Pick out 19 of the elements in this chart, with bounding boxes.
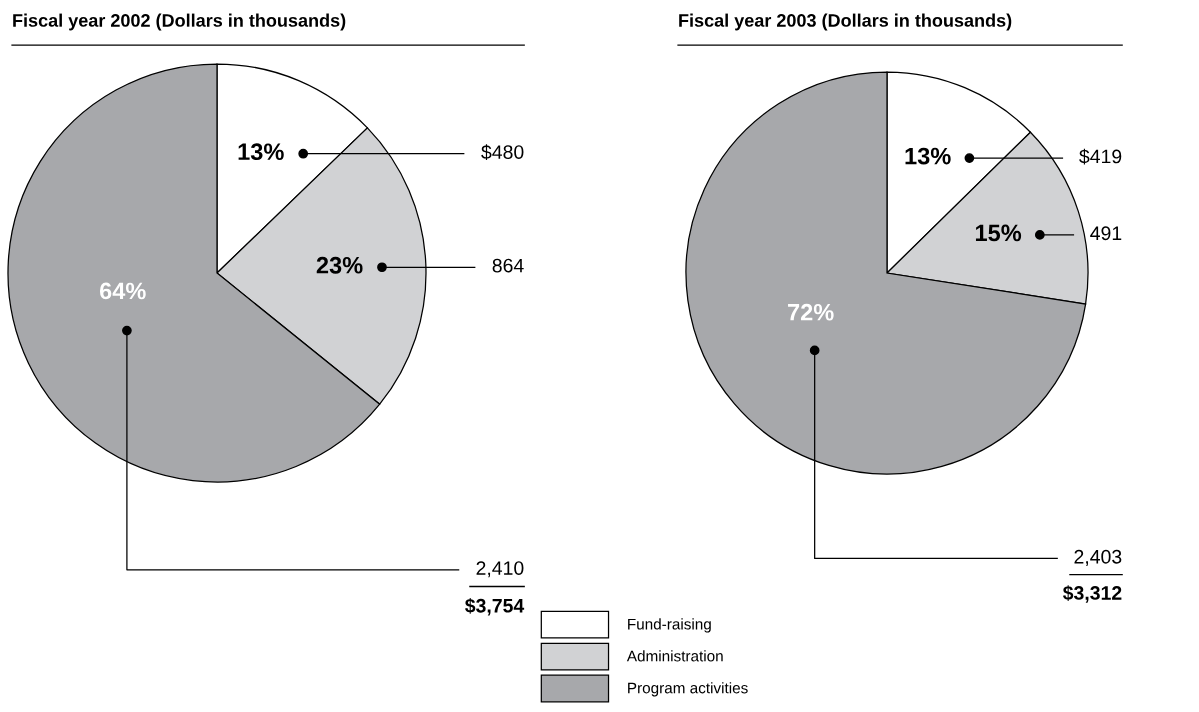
data-label: 491 xyxy=(1090,226,1122,241)
chart-title: Fiscal year 2003 (Dollars in thousands) xyxy=(679,13,1012,31)
legend-label: Fund-raising xyxy=(628,618,711,633)
text: 72% xyxy=(788,303,834,321)
text: 13% xyxy=(905,147,951,165)
text: $3,312 xyxy=(1062,585,1122,603)
text: 64% xyxy=(99,282,146,300)
text: 23% xyxy=(316,256,363,274)
text: 15% xyxy=(975,224,1022,242)
chart-title: Fiscal year 2002 (Dollars in thousands) xyxy=(13,13,346,31)
data-label: $419 xyxy=(1079,148,1122,165)
text: 13% xyxy=(238,143,284,161)
legend-label: Administration xyxy=(626,650,723,662)
data-label: 864 xyxy=(492,258,524,273)
data-label: 2,403 xyxy=(1074,549,1122,566)
data-label: 2,410 xyxy=(476,561,524,578)
data-label: $480 xyxy=(481,144,524,161)
text: $3,754 xyxy=(465,598,525,616)
legend-label: Program activities xyxy=(628,682,748,697)
